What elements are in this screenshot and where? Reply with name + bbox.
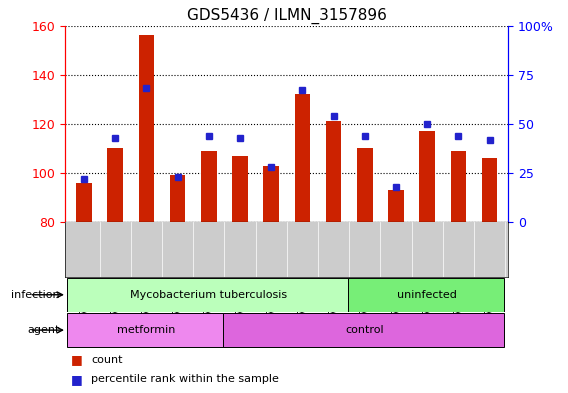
Bar bbox=[326, 121, 341, 222]
Text: Mycobacterium tuberculosis: Mycobacterium tuberculosis bbox=[130, 290, 287, 300]
Text: metformin: metformin bbox=[117, 325, 176, 335]
Text: count: count bbox=[91, 354, 122, 365]
Bar bbox=[76, 183, 92, 222]
Text: agent: agent bbox=[27, 325, 60, 335]
Bar bbox=[201, 151, 216, 222]
Title: GDS5436 / ILMN_3157896: GDS5436 / ILMN_3157896 bbox=[187, 8, 387, 24]
Bar bbox=[223, 313, 504, 347]
Text: uninfected: uninfected bbox=[397, 290, 457, 300]
Text: ■: ■ bbox=[71, 373, 83, 386]
Bar bbox=[348, 278, 504, 312]
Bar bbox=[419, 131, 435, 222]
Text: control: control bbox=[345, 325, 384, 335]
Bar bbox=[107, 148, 123, 222]
Bar bbox=[357, 148, 373, 222]
Bar bbox=[170, 175, 185, 222]
Bar bbox=[139, 35, 154, 222]
Bar bbox=[232, 156, 248, 222]
Text: infection: infection bbox=[11, 290, 60, 300]
Bar bbox=[264, 165, 279, 222]
Bar bbox=[67, 313, 223, 347]
Text: percentile rank within the sample: percentile rank within the sample bbox=[91, 374, 279, 384]
Bar bbox=[482, 158, 498, 222]
Bar bbox=[295, 94, 310, 222]
Bar bbox=[450, 151, 466, 222]
Bar bbox=[67, 278, 348, 312]
Text: ■: ■ bbox=[71, 353, 83, 366]
Bar bbox=[389, 190, 404, 222]
